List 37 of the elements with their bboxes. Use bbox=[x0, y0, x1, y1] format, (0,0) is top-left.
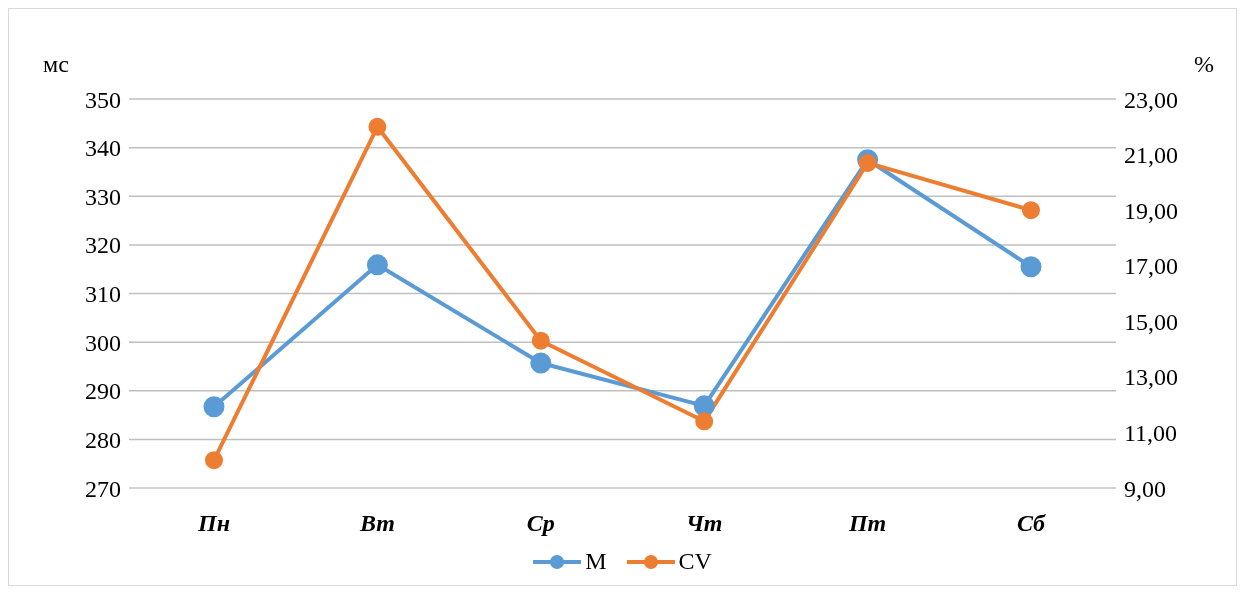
y-tick-label: 330 bbox=[85, 183, 121, 210]
point bbox=[205, 451, 223, 470]
y2-tick-label: 23,00 bbox=[1124, 86, 1178, 113]
x-tick-label: Вт bbox=[358, 510, 395, 537]
x-tick-label: Чт bbox=[685, 510, 723, 537]
x-tick-label: Сб bbox=[1016, 510, 1047, 537]
y2-tick-label: 19,00 bbox=[1124, 197, 1178, 224]
point bbox=[530, 352, 552, 374]
point bbox=[368, 117, 387, 136]
point bbox=[693, 395, 715, 417]
y2-tick-label: 21,00 bbox=[1124, 142, 1178, 169]
y2-tick-label: 17,00 bbox=[1124, 253, 1178, 280]
point bbox=[203, 396, 225, 418]
y2-axis-title: % bbox=[1194, 51, 1214, 78]
point bbox=[366, 254, 388, 276]
y2-tick-label: 9,00 bbox=[1124, 475, 1166, 502]
point bbox=[1020, 256, 1042, 278]
y-axis-title: мс bbox=[43, 51, 69, 78]
y-tick-label: 320 bbox=[85, 232, 121, 259]
legend-label: CV bbox=[678, 548, 712, 575]
y-tick-label: 280 bbox=[85, 426, 121, 453]
y2-tick-label: 13,00 bbox=[1124, 364, 1178, 391]
y-tick-label: 310 bbox=[85, 281, 121, 308]
x-tick-label: Пн bbox=[197, 510, 230, 537]
legend-label: M bbox=[585, 548, 607, 575]
y-tick-label: 290 bbox=[85, 378, 121, 405]
point bbox=[531, 331, 550, 350]
y-tick-label: 300 bbox=[85, 329, 121, 356]
y-tick-label: 270 bbox=[85, 475, 121, 502]
y-tick-label: 350 bbox=[85, 86, 121, 113]
y2-tick-label: 11,00 bbox=[1124, 419, 1178, 446]
point bbox=[695, 412, 714, 431]
y2-tick-label: 15,00 bbox=[1124, 308, 1178, 335]
x-tick-label: Ср bbox=[526, 510, 555, 537]
x-tick-label: Пт bbox=[847, 510, 887, 537]
y-tick-label: 340 bbox=[85, 135, 121, 162]
point bbox=[1022, 201, 1040, 220]
